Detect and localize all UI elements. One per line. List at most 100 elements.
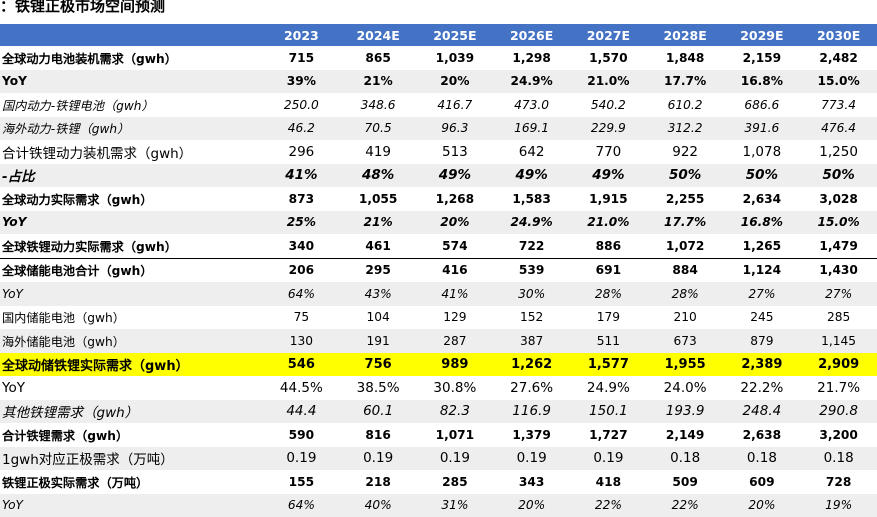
table-cell: 1,570 [570, 46, 647, 70]
table-cell: 770 [570, 140, 647, 164]
table-cell: 590 [263, 423, 340, 447]
table-cell: 461 [340, 234, 417, 258]
table-cell: 540.2 [570, 93, 647, 117]
table-cell: 391.6 [724, 117, 801, 141]
table-cell: 539 [493, 258, 570, 282]
table-cell: 96.3 [417, 117, 494, 141]
table-cell: 416 [417, 258, 494, 282]
row-label: 国内动力-铁锂电池（gwh） [0, 93, 263, 117]
table-cell: 610.2 [647, 93, 724, 117]
table-cell: 82.3 [417, 400, 494, 424]
table-cell: 773.4 [800, 93, 877, 117]
table-cell: 2,159 [724, 46, 801, 70]
table-cell: 2,389 [724, 353, 801, 377]
table-cell: 20% [724, 494, 801, 517]
table-cell: 46.2 [263, 117, 340, 141]
table-cell: 15.0% [800, 70, 877, 94]
table-cell: 473.0 [493, 93, 570, 117]
table-cell: 44.4 [263, 400, 340, 424]
table-cell: 39% [263, 70, 340, 94]
header-cell: 2028E [647, 24, 724, 46]
page-title: ：铁锂正极市场空间预测 [0, 0, 165, 17]
row-label: 国内储能电池（gwh） [0, 306, 263, 330]
table-cell: 38.5% [340, 376, 417, 400]
table-cell: 348.6 [340, 93, 417, 117]
table-cell: 2,634 [724, 187, 801, 211]
row-label: 海外动力-铁锂（gwh） [0, 117, 263, 141]
table-cell: 879 [724, 329, 801, 353]
table-cell: 24.9% [570, 376, 647, 400]
table-cell: 40% [340, 494, 417, 517]
table-cell: 312.2 [647, 117, 724, 141]
table-cell: 22% [647, 494, 724, 517]
table-cell: 1,072 [647, 234, 724, 258]
table-cell: 886 [570, 234, 647, 258]
table-cell: 416.7 [417, 93, 494, 117]
table-cell: 17.7% [647, 70, 724, 94]
table-cell: 129 [417, 306, 494, 330]
header-cell: 2029E [724, 24, 801, 46]
table-cell: 387 [493, 329, 570, 353]
table-cell: 150.1 [570, 400, 647, 424]
table-cell: 285 [800, 306, 877, 330]
table-cell: 0.19 [493, 447, 570, 471]
table-cell: 15.0% [800, 211, 877, 235]
table-cell: 3,200 [800, 423, 877, 447]
header-cell: 2023 [263, 24, 340, 46]
row-label: 其他铁锂需求（gwh） [0, 400, 263, 424]
table-cell: 1,262 [493, 353, 570, 377]
table-cell: 50% [724, 164, 801, 188]
table-cell: 546 [263, 353, 340, 377]
table-cell: 1,145 [800, 329, 877, 353]
table-cell: 989 [417, 353, 494, 377]
table-cell: 0.18 [800, 447, 877, 471]
table-cell: 0.19 [417, 447, 494, 471]
table-cell: 609 [724, 470, 801, 494]
table-cell: 1,250 [800, 140, 877, 164]
table-cell: 816 [340, 423, 417, 447]
row-label: YoY [0, 70, 263, 94]
header-cell: 2027E [570, 24, 647, 46]
table-cell: 218 [340, 470, 417, 494]
row-label: 全球动力电池装机需求（gwh） [0, 46, 263, 70]
table-cell: 130 [263, 329, 340, 353]
table-cell: 642 [493, 140, 570, 164]
table-cell: 20% [417, 211, 494, 235]
table-cell: 511 [570, 329, 647, 353]
table-cell: 16.8% [724, 211, 801, 235]
table-cell: 116.9 [493, 400, 570, 424]
table-cell: 1,124 [724, 258, 801, 282]
table-cell: 70.5 [340, 117, 417, 141]
table-cell: 24.0% [647, 376, 724, 400]
table-cell: 756 [340, 353, 417, 377]
table-cell: 28% [570, 282, 647, 306]
header-cell: 2030E [800, 24, 877, 46]
table-cell: 296 [263, 140, 340, 164]
table-cell: 686.6 [724, 93, 801, 117]
table-cell: 20% [417, 70, 494, 94]
table-cell: 155 [263, 470, 340, 494]
table-cell: 574 [417, 234, 494, 258]
table-cell: 27.6% [493, 376, 570, 400]
table-cell: 245 [724, 306, 801, 330]
table-cell: 49% [570, 164, 647, 188]
table-cell: 169.1 [493, 117, 570, 141]
header-row: 2023 2024E 2025E 2026E 2027E 2028E 2029E… [0, 24, 877, 46]
table-cell: 179 [570, 306, 647, 330]
table-cell: 16.8% [724, 70, 801, 94]
table-cell: 295 [340, 258, 417, 282]
table-cell: 20% [493, 494, 570, 517]
table-cell: 41% [263, 164, 340, 188]
header-cell: 2025E [417, 24, 494, 46]
table-cell: 21% [340, 70, 417, 94]
table-cell: 17.7% [647, 211, 724, 235]
table-cell: 1,955 [647, 353, 724, 377]
